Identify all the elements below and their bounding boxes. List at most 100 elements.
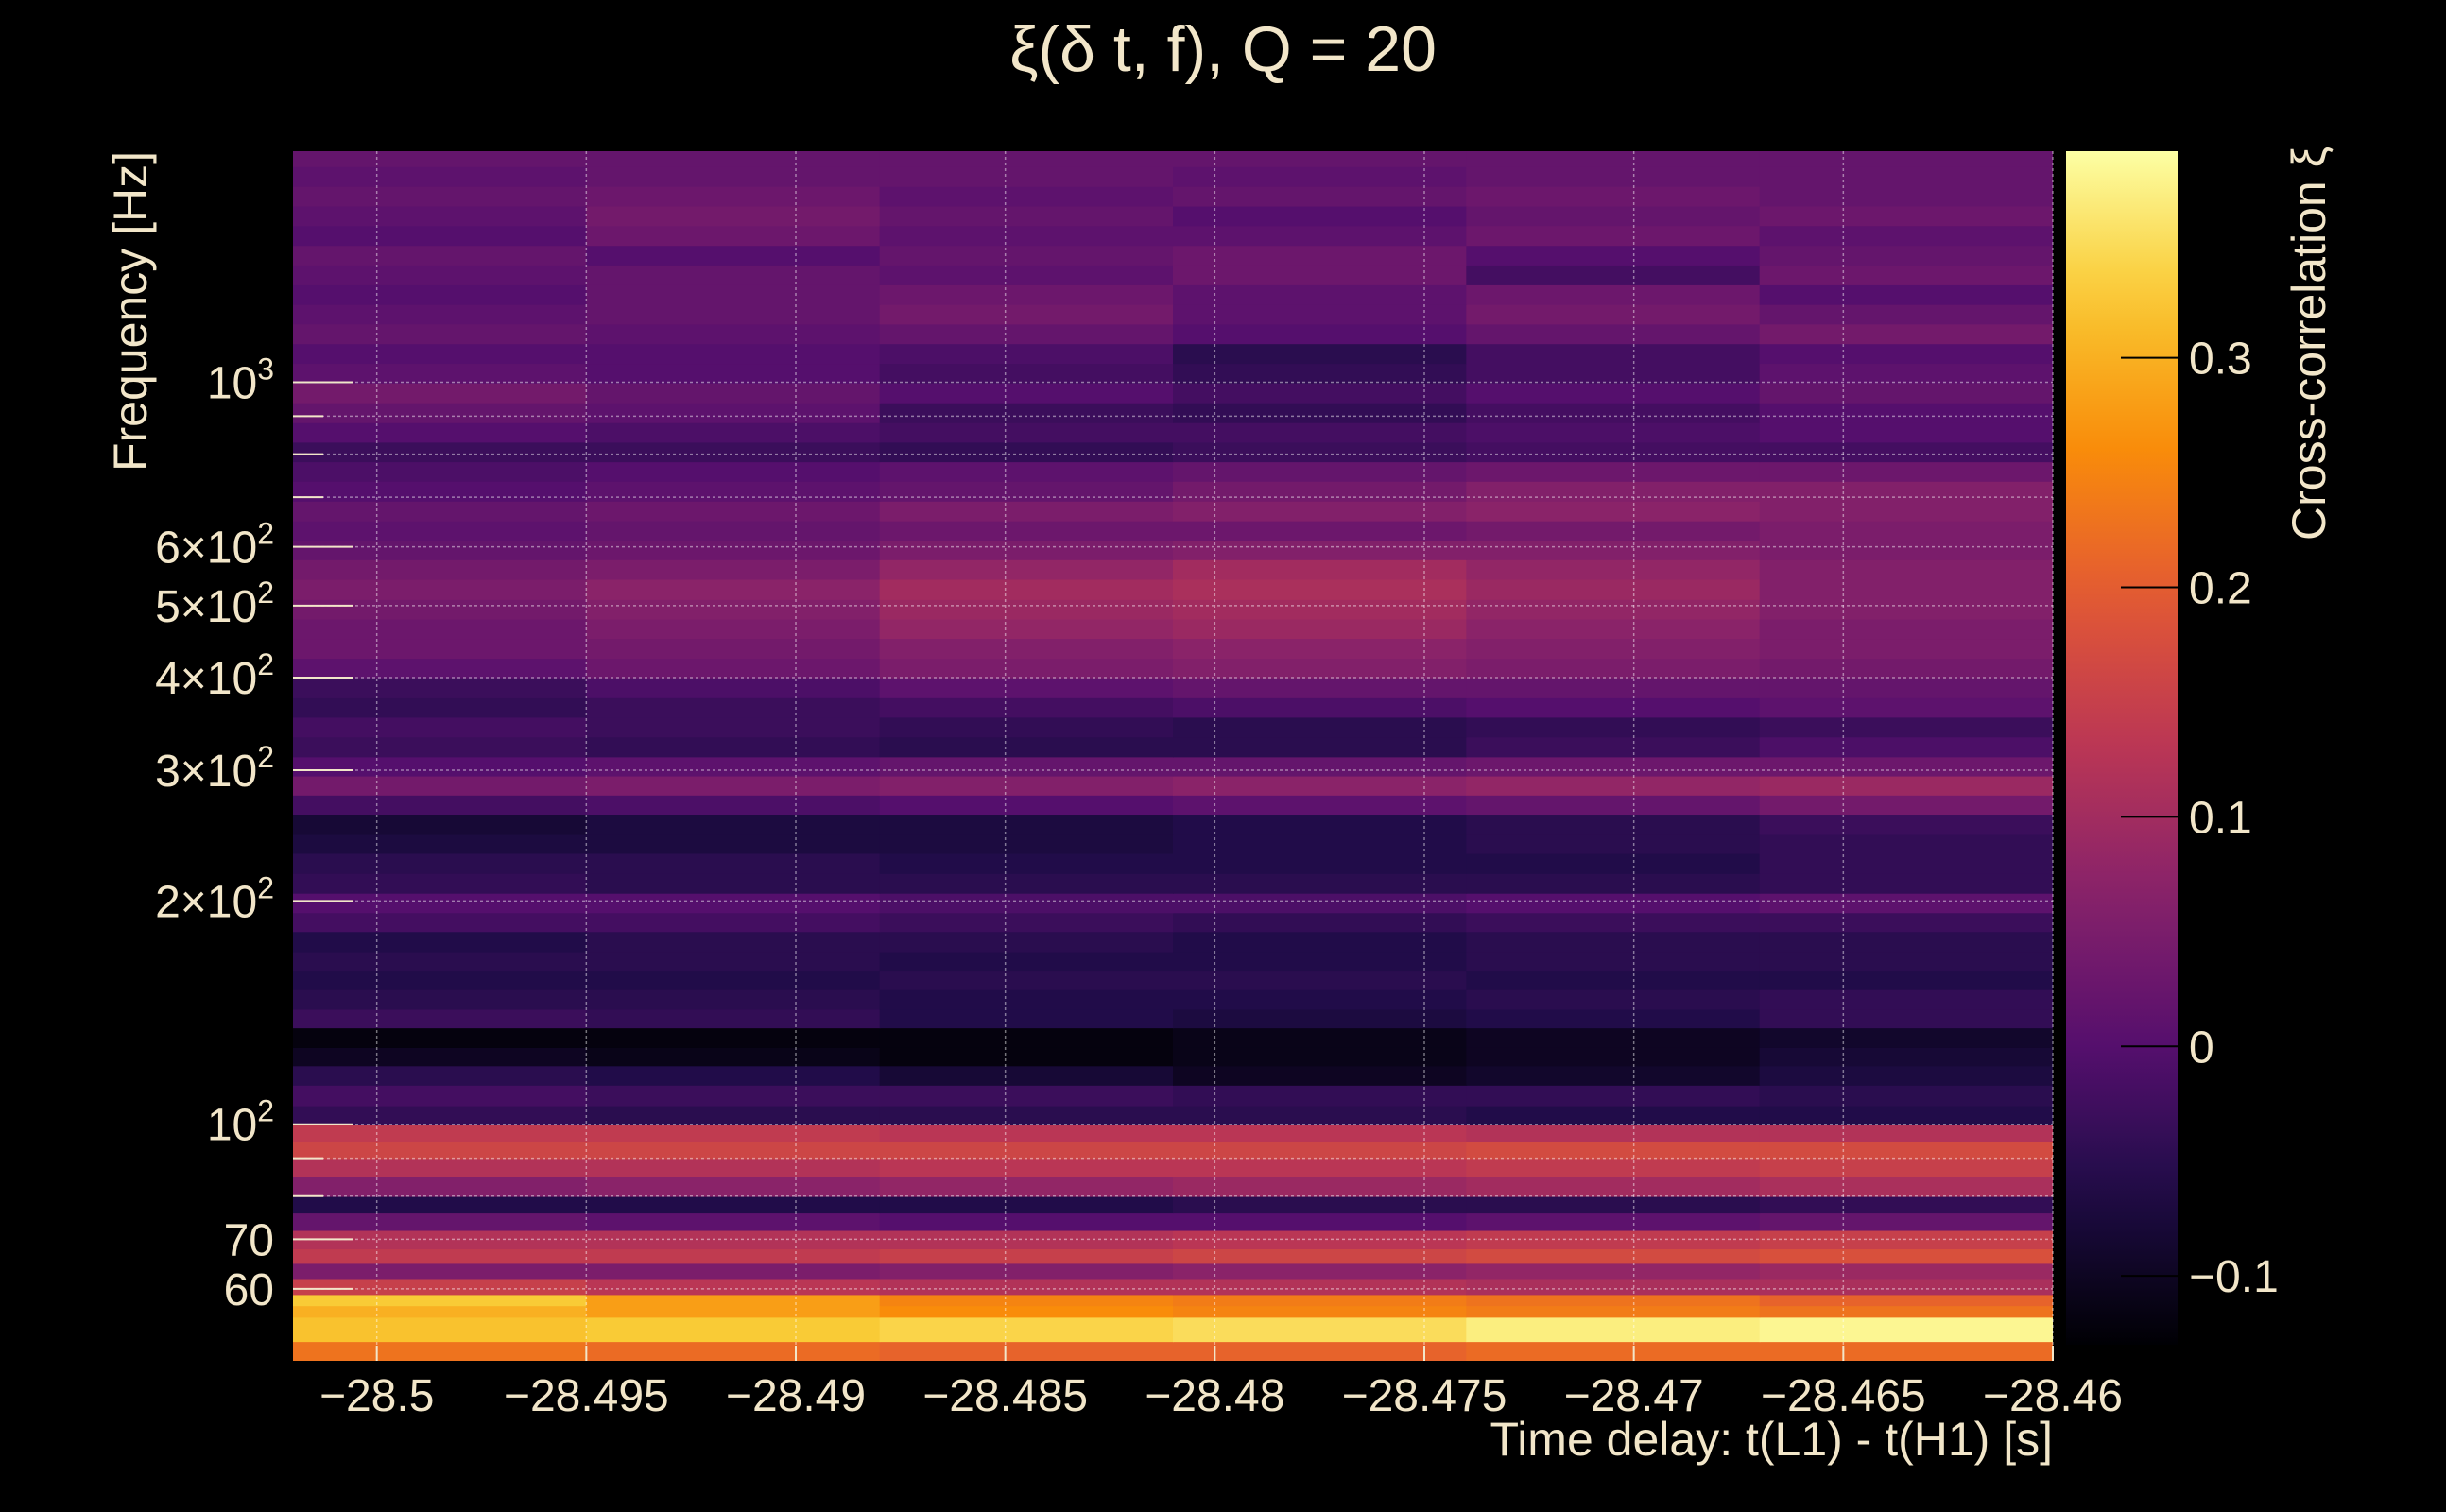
heatmap-cell bbox=[293, 988, 588, 1010]
heatmap-cell bbox=[1466, 303, 1761, 325]
heatmap-cell bbox=[879, 658, 1174, 679]
heatmap-cell bbox=[1173, 363, 1468, 384]
heatmap-cell bbox=[1173, 481, 1468, 502]
heatmap-cell bbox=[879, 971, 1174, 990]
heatmap-cell bbox=[879, 205, 1174, 227]
heatmap-cell bbox=[879, 265, 1174, 285]
y-tick-label: 2×102 bbox=[155, 870, 274, 927]
heatmap-cell bbox=[293, 1305, 588, 1318]
heatmap-cell bbox=[586, 481, 881, 502]
heatmap-cell bbox=[293, 638, 588, 660]
heatmap-cell bbox=[1759, 343, 2053, 365]
heatmap-cell bbox=[1759, 166, 2053, 187]
heatmap-cell bbox=[293, 1065, 588, 1086]
heatmap-cell bbox=[879, 1341, 1174, 1361]
heatmap-cell bbox=[586, 1294, 881, 1307]
heatmap-cell bbox=[586, 988, 881, 1010]
colorbar bbox=[2066, 151, 2178, 1345]
heatmap-cells bbox=[293, 151, 2053, 1361]
heatmap-cell bbox=[1759, 892, 2053, 914]
heatmap-cell bbox=[293, 892, 588, 914]
heatmap-cell bbox=[293, 795, 588, 816]
heatmap-cell bbox=[586, 833, 881, 854]
heatmap-cell bbox=[1466, 1047, 1761, 1067]
heatmap-cell bbox=[1173, 1177, 1468, 1197]
heatmap-cell bbox=[879, 1065, 1174, 1086]
x-tick-label: −28.49 bbox=[726, 1371, 866, 1421]
heatmap-cell bbox=[1466, 1177, 1761, 1197]
heatmap-cell bbox=[879, 1212, 1174, 1231]
heatmap-cell bbox=[879, 225, 1174, 247]
heatmap-cell bbox=[1759, 912, 2053, 933]
heatmap-cell bbox=[1466, 1305, 1761, 1318]
heatmap-cell bbox=[293, 265, 588, 285]
heatmap-cell bbox=[1759, 363, 2053, 384]
heatmap-cell bbox=[1466, 363, 1761, 384]
heatmap-cell bbox=[586, 677, 881, 698]
heatmap-cell bbox=[293, 343, 588, 365]
heatmap-cell bbox=[879, 1141, 1174, 1160]
heatmap-cell bbox=[879, 343, 1174, 365]
heatmap-cell bbox=[1466, 402, 1761, 423]
y-tick-label: 3×102 bbox=[155, 740, 274, 797]
heatmap-cell bbox=[1173, 284, 1468, 305]
colorbar-tick-label: 0.3 bbox=[2189, 335, 2252, 385]
heatmap-cell bbox=[879, 1158, 1174, 1177]
heatmap-cell bbox=[1173, 1212, 1468, 1231]
heatmap-cell bbox=[586, 1229, 881, 1250]
heatmap-cell bbox=[879, 1008, 1174, 1029]
heatmap-cell bbox=[586, 1065, 881, 1086]
heatmap-cell bbox=[1466, 951, 1761, 972]
heatmap-cell bbox=[1173, 1027, 1468, 1048]
heatmap-cell bbox=[1759, 971, 2053, 990]
heatmap-cell bbox=[1759, 559, 2053, 580]
heatmap-cell bbox=[1173, 559, 1468, 580]
heatmap-cell bbox=[293, 1085, 588, 1107]
heatmap-cell bbox=[293, 1278, 588, 1296]
heatmap-cell bbox=[1466, 677, 1761, 698]
heatmap-cell bbox=[293, 578, 588, 600]
heatmap-cell bbox=[1466, 716, 1761, 738]
heatmap-cell bbox=[586, 461, 881, 482]
heatmap-cell bbox=[1173, 1229, 1468, 1250]
heatmap-cell bbox=[586, 814, 881, 835]
heatmap-cell bbox=[1466, 872, 1761, 894]
colorbar-tick-label: 0.1 bbox=[2189, 793, 2252, 843]
heatmap-cell bbox=[879, 988, 1174, 1010]
heatmap-cell bbox=[586, 1027, 881, 1048]
axis-ticks: −28.5 −28.495 −28.49 −28.485 −28.48 −28.475 −2… bbox=[155, 352, 2123, 1421]
heatmap-cell bbox=[293, 323, 588, 345]
heatmap-cell bbox=[1173, 931, 1468, 953]
heatmap-cell bbox=[586, 501, 881, 522]
heatmap-cell bbox=[1466, 697, 1761, 718]
heatmap-cell bbox=[293, 1248, 588, 1264]
heatmap-cell bbox=[586, 1085, 881, 1107]
heatmap-cell bbox=[586, 1212, 881, 1231]
heatmap-cell bbox=[1759, 205, 2053, 227]
heatmap-cell bbox=[1466, 1212, 1761, 1231]
heatmap-cell bbox=[1759, 578, 2053, 600]
heatmap-cell bbox=[879, 323, 1174, 345]
heatmap-cell bbox=[879, 421, 1174, 443]
colorbar-tick-label: −0.1 bbox=[2189, 1252, 2279, 1302]
colorbar-label: Cross-correlation ξ bbox=[2282, 146, 2335, 541]
heatmap-cell bbox=[879, 638, 1174, 660]
heatmap-cell bbox=[879, 1229, 1174, 1250]
heatmap-cell bbox=[1759, 716, 2053, 738]
heatmap-cell bbox=[879, 501, 1174, 522]
heatmap-cell bbox=[293, 225, 588, 247]
heatmap-cell bbox=[1466, 520, 1761, 541]
heatmap-cell bbox=[293, 736, 588, 758]
heatmap-cell bbox=[1759, 852, 2053, 874]
heatmap-cell bbox=[586, 951, 881, 972]
heatmap-cell bbox=[1466, 1294, 1761, 1307]
heatmap-cell bbox=[1173, 520, 1468, 541]
heatmap-cell bbox=[1466, 756, 1761, 777]
heatmap-cell bbox=[586, 205, 881, 227]
heatmap-cell bbox=[293, 421, 588, 443]
heatmap-cell bbox=[293, 1212, 588, 1231]
heatmap-cell bbox=[586, 638, 881, 660]
heatmap-cell bbox=[1466, 599, 1761, 620]
heatmap-cell bbox=[879, 284, 1174, 305]
heatmap-cell bbox=[586, 697, 881, 718]
